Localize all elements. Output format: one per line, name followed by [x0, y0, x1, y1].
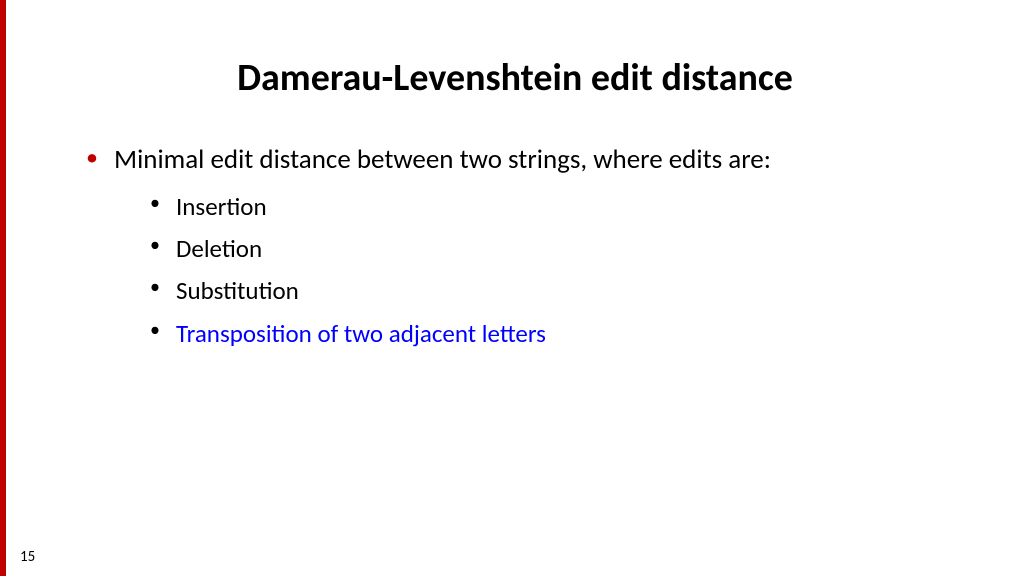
slide-title: Damerau-Levenshtein edit distance	[106, 55, 924, 101]
slide: Damerau-Levenshtein edit distance Minima…	[6, 0, 1024, 576]
list-item-text: Minimal edit distance between two string…	[114, 143, 771, 176]
list-item: Substitution	[150, 273, 964, 309]
list-item-text: Insertion	[176, 191, 267, 222]
bullet-list-level1: Minimal edit distance between two string…	[66, 141, 964, 352]
bullet-list-level2: Insertion Deletion Substitution Transpos…	[114, 189, 964, 352]
list-item-text: Substitution	[176, 275, 299, 306]
list-item: Insertion	[150, 189, 964, 225]
list-item: Deletion	[150, 231, 964, 267]
list-item-text: Transposition of two adjacent letters	[176, 318, 546, 349]
list-item-text: Deletion	[176, 233, 262, 264]
list-item-highlight: Transposition of two adjacent letters	[150, 316, 964, 352]
page-number: 15	[20, 548, 35, 566]
list-item: Minimal edit distance between two string…	[86, 141, 964, 352]
